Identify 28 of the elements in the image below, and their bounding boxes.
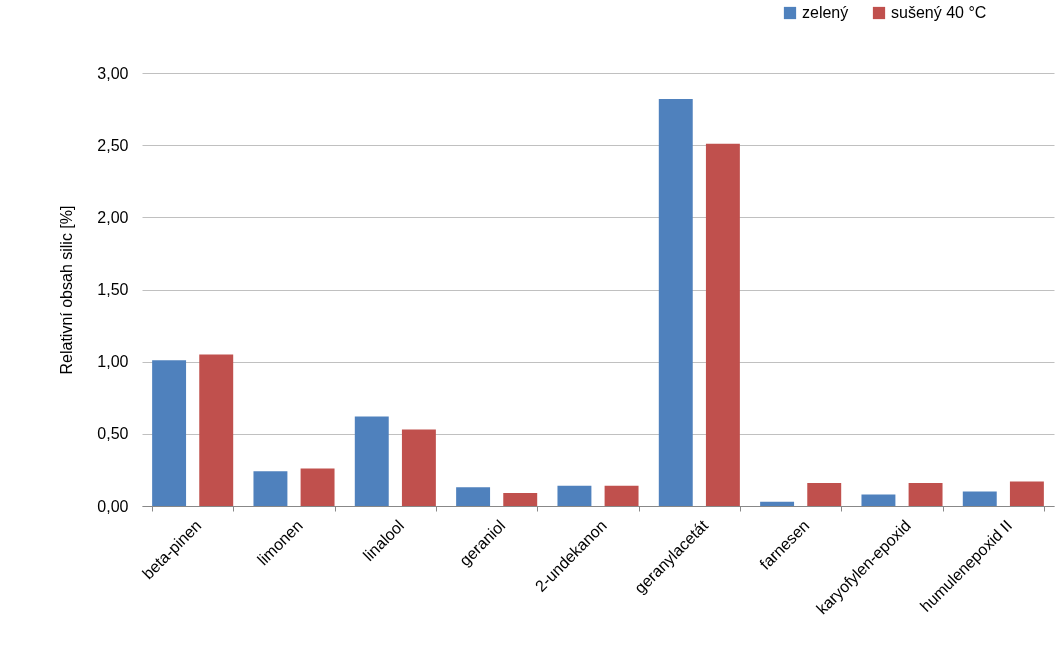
bar — [760, 501, 795, 506]
legend-label: sušený 40 °C — [891, 4, 987, 21]
bar — [557, 485, 592, 506]
bar — [807, 482, 842, 506]
bar — [658, 98, 693, 506]
bar — [503, 493, 538, 506]
y-tick-label: 0,00 — [97, 497, 129, 515]
bar — [300, 468, 335, 506]
bar — [604, 485, 639, 506]
y-tick-label: 1,00 — [97, 353, 129, 371]
bar — [962, 491, 997, 506]
bar — [908, 482, 943, 506]
bar — [354, 416, 389, 506]
bar — [705, 143, 740, 506]
y-axis-title: Relativní obsah silic [%] — [58, 205, 76, 375]
legend-label: zelený — [802, 4, 849, 21]
bar — [456, 487, 491, 506]
bar — [152, 360, 187, 506]
y-tick-label: 0,50 — [97, 425, 129, 443]
y-tick-label: 2,50 — [97, 136, 129, 154]
y-tick-label: 1,50 — [97, 281, 129, 298]
bar — [199, 354, 234, 506]
bar — [861, 494, 896, 506]
bar — [1009, 481, 1044, 506]
bar — [253, 471, 288, 506]
y-tick-label: 3,00 — [97, 64, 129, 82]
y-tick-label: 2,00 — [97, 208, 129, 226]
bar — [401, 429, 436, 506]
